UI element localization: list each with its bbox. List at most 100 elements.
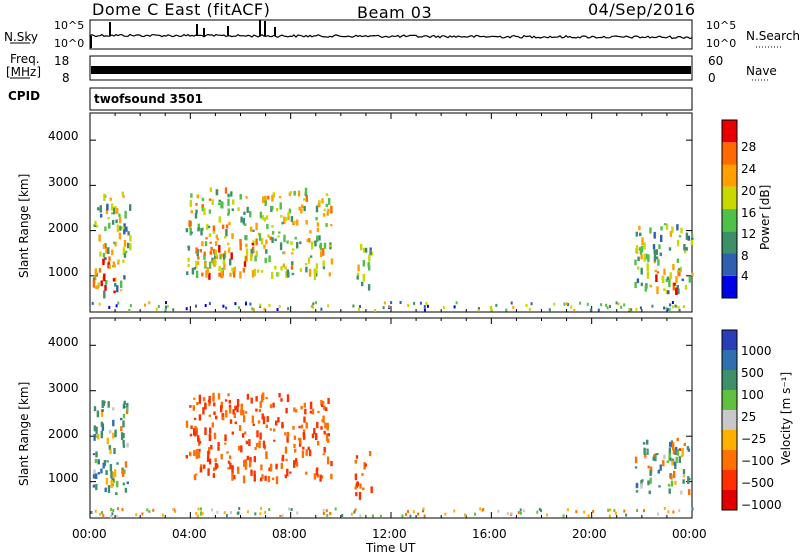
velocity-cell-2-195: [313, 428, 316, 435]
velocity-cell-0-42: [100, 430, 103, 439]
power-cell-3-224: [265, 239, 268, 245]
site-title: Dome C East (fitACF): [92, 0, 271, 19]
power-cell-0-35: [111, 220, 115, 225]
power-cell-6-68: [647, 254, 650, 263]
velocity-cell-4-43: [656, 453, 659, 456]
power-colorbar-bin-4: [722, 186, 737, 210]
velocity-cell-2-98: [293, 407, 296, 412]
power-colorbar-bin-1: [722, 253, 737, 276]
power-ground-cell-67: [166, 304, 169, 308]
nsky-strip-frame: [89, 19, 693, 50]
date-title: 04/Sep/2016: [588, 0, 696, 19]
velocity-ground-cell-11: [173, 508, 176, 512]
power-cell-3-194: [284, 217, 287, 222]
velocity-ground-cell-38: [216, 510, 219, 514]
power-cell-4-8: [239, 242, 242, 251]
power-cell-3-131: [277, 272, 280, 276]
velocity-ground-cell-83: [259, 512, 262, 516]
velocity-cell-4-21: [668, 453, 671, 461]
power-ground-cell-13: [589, 308, 592, 312]
power-ground-cell-44: [671, 301, 674, 304]
velocity-ground-cell-60: [110, 515, 113, 519]
nave-label: Nave: [746, 64, 777, 78]
power-ground-cell-52: [423, 308, 426, 312]
velocity-cell-0-53: [110, 480, 113, 488]
power-ground-cell-91: [195, 304, 197, 308]
power-cell-3-236: [223, 262, 226, 270]
power-ground-cell-73: [390, 301, 393, 305]
power-cell-0-23: [95, 286, 98, 289]
xtick-1200: 12:00: [372, 527, 407, 541]
power-ground-cell-70: [245, 302, 247, 306]
power-cell-3-189: [237, 207, 240, 211]
velocity-ground-cell-94: [260, 507, 263, 511]
velocity-cell-2-139: [297, 437, 301, 441]
power-cell-3-172: [305, 266, 308, 273]
power-cell-3-134: [319, 251, 323, 257]
velocity-cell-4-13: [659, 464, 662, 471]
velocity-cell-2-46: [323, 405, 326, 411]
velocity-cell-0-11: [122, 482, 126, 486]
power-cell-6-58: [649, 227, 652, 234]
power-cell-0-18: [94, 220, 97, 226]
velocity-cell-4-25: [678, 456, 681, 463]
power-cell-3-212: [208, 261, 212, 269]
power-cell-6-0: [685, 232, 689, 240]
velocity-cbar-tick-1000: 1000: [741, 344, 772, 358]
power-cell-3-213: [215, 234, 218, 239]
power-cell-3-165: [271, 237, 274, 243]
power-cell-3-237: [293, 190, 296, 196]
power-cell-3-14: [264, 257, 267, 264]
velocity-cell-2-0: [322, 453, 325, 456]
power-cell-3-79: [232, 199, 235, 205]
nave-tick-high: 60: [708, 54, 724, 68]
power-cell-0-63: [121, 191, 124, 196]
velocity-cell-0-15: [95, 484, 98, 491]
power-cell-3-104: [249, 226, 253, 232]
velocity-cell-3-15: [355, 492, 358, 497]
power-cell-6-28: [669, 230, 673, 237]
velocity-cell-2-31: [265, 397, 268, 400]
power-ground-cell-65: [359, 305, 361, 308]
velocity-cell-2-219: [265, 424, 268, 428]
power-cell-3-163: [208, 233, 212, 237]
power-cell-3-173: [286, 240, 289, 244]
velocity-colorbar-frame: [721, 329, 738, 511]
velocity-cell-5-2: [672, 442, 675, 450]
velocity-ground-cell-90: [540, 509, 543, 513]
power-ytick-4000: 4000: [48, 129, 79, 143]
power-cell-6-59: [634, 259, 637, 266]
power-cell-3-201: [186, 271, 189, 275]
power-ground-cell-19: [185, 307, 188, 311]
power-cell-3-92: [211, 199, 214, 205]
power-cbar-tick-12: 12: [741, 227, 757, 241]
velocity-cell-2-191: [317, 410, 320, 414]
power-cell-3-97: [195, 260, 198, 269]
power-cell-4-35: [218, 244, 221, 253]
power-colorbar-bin-7: [722, 120, 737, 143]
power-cell-3-84: [266, 224, 269, 230]
xtick-2400: 00:00: [672, 527, 707, 541]
velocity-cell-2-157: [260, 464, 263, 471]
power-cell-3-60: [299, 268, 303, 272]
power-cell-0-49: [119, 289, 123, 292]
velocity-ground-cell-98: [290, 508, 293, 511]
velocity-cell-2-68: [258, 408, 262, 413]
velocity-ground-cell-33: [623, 509, 626, 513]
power-cell-3-154: [308, 268, 312, 277]
velocity-cell-4-6: [676, 449, 680, 456]
power-cell-3-232: [227, 248, 231, 253]
power-cell-3-39: [221, 224, 225, 229]
power-cell-3-223: [315, 269, 318, 273]
velocity-ytick-3000: 3000: [48, 381, 79, 395]
power-cell-1-15: [104, 285, 107, 291]
velocity-cbar-tick-neg100: −100: [741, 454, 774, 468]
velocity-cell-2-16: [228, 404, 232, 410]
velocity-cbar-label: Velocity [m s⁻¹]: [779, 371, 793, 465]
velocity-ground-cell-87: [230, 511, 232, 515]
velocity-cell-2-134: [213, 411, 216, 415]
power-cell-3-70: [252, 229, 255, 232]
velocity-cell-0-61: [122, 433, 125, 439]
velocity-cell-0-35: [109, 448, 112, 455]
velocity-cell-2-44: [286, 468, 289, 477]
